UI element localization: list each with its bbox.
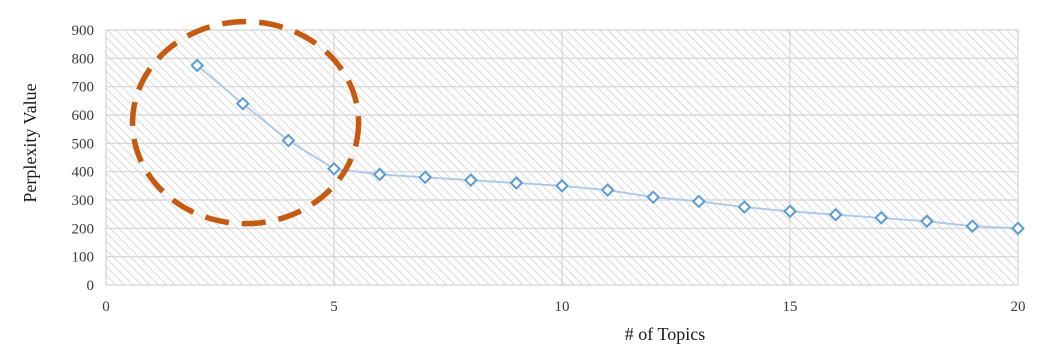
highlight-circle [129,18,362,227]
y-tick-label: 100 [72,250,95,266]
data-point-marker [235,96,250,111]
x-tick-label: 20 [1011,299,1026,315]
data-point-marker [600,183,615,197]
y-axis-title: Perplexity Value [20,83,40,202]
data-point-marker [691,194,706,209]
data-point-marker [737,200,752,214]
y-tick-label: 600 [72,108,95,124]
gridlines [105,29,1019,286]
data-point-marker [874,210,889,225]
x-tick-label: 10 [555,299,570,315]
y-tick-label: 300 [72,193,95,209]
data-point-marker [555,178,569,193]
data-point-marker [965,219,980,233]
data-point-marker [190,58,205,73]
data-point-marker [919,214,934,229]
data-point-marker [418,170,433,185]
y-tick-label: 0 [87,278,95,294]
data-point-marker [372,167,387,182]
data-point-marker [463,173,478,188]
annotation-layer [129,18,362,227]
x-tick-label: 5 [330,299,338,315]
axes: 0 100 200 300 400 500 600 700 800 900 0 5 10 15 20 [72,23,1026,315]
series-layer [190,58,1025,236]
y-tick-label: 800 [72,51,95,67]
data-point-marker [783,204,797,219]
x-tick-label: 0 [102,299,110,315]
y-tick-label: 400 [72,165,95,181]
x-axis-title: # of Topics [625,324,705,344]
data-point-marker [646,190,661,205]
data-point-marker [327,161,341,176]
data-point-marker [828,207,843,222]
y-tick-label: 200 [72,221,95,237]
y-tick-label: 500 [72,136,95,152]
data-point-marker [509,176,524,190]
data-point-marker [1011,221,1025,236]
y-tick-label: 700 [72,80,95,96]
y-tick-label: 900 [72,23,95,39]
data-point-marker [281,133,296,148]
x-tick-label: 15 [783,299,798,315]
